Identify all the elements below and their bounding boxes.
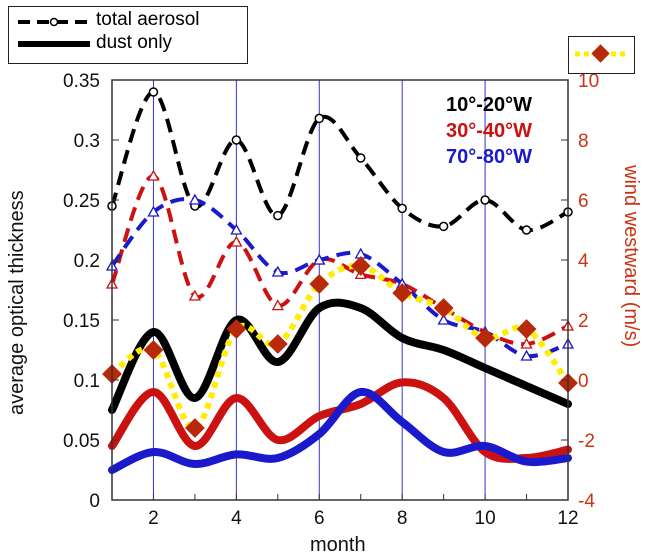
point-marker xyxy=(433,298,454,318)
y2-tick-label: 0 xyxy=(578,371,589,392)
tick-labels: 2 4 6 8 10 12 0 0.05 0.1 0.15 0.2 0.25 0.3 0.35 -4 -2 0 2… xyxy=(63,71,599,529)
series-line-70-80-w-dust-only xyxy=(108,388,572,474)
point-marker xyxy=(273,210,283,221)
y-tick-label: 0.35 xyxy=(63,71,100,92)
legend xyxy=(8,6,248,64)
series-line-30-40-w-dust-only xyxy=(108,378,572,463)
y2-axis-label: wind westward (m/s) xyxy=(620,165,642,348)
point-marker xyxy=(147,205,160,217)
tick-marks xyxy=(111,79,569,501)
point-marker xyxy=(226,319,247,339)
point-marker xyxy=(267,334,288,354)
point-marker xyxy=(309,274,330,294)
y-tick-label: 0 xyxy=(89,491,100,512)
point-marker xyxy=(480,195,490,205)
point-marker xyxy=(231,135,242,145)
x-tick-label: 4 xyxy=(231,508,242,529)
point-marker xyxy=(355,153,366,163)
legend-swatches xyxy=(18,17,90,47)
y-tick-label: 0.3 xyxy=(74,131,100,152)
point-marker xyxy=(271,265,284,277)
point-marker xyxy=(437,313,450,325)
point-marker xyxy=(188,289,202,301)
region-label-30-40w: 30°-40°W xyxy=(446,120,533,142)
point-marker xyxy=(350,256,371,276)
point-marker xyxy=(185,418,205,438)
point-marker xyxy=(313,253,326,265)
x-tick-label: 12 xyxy=(557,508,578,529)
y-tick-label: 0.1 xyxy=(74,371,100,392)
y2-tick-label: 6 xyxy=(578,191,589,212)
point-marker xyxy=(143,340,164,360)
y2-tick-label: 8 xyxy=(578,131,589,152)
point-marker xyxy=(148,87,159,97)
series-line-70-80-w-total-aerosol xyxy=(110,197,569,359)
series-line-10-20-w-dust-only xyxy=(108,298,572,414)
y2-tick-label: 4 xyxy=(578,251,589,272)
point-marker xyxy=(438,221,449,232)
y-tick-label: 0.25 xyxy=(63,191,100,212)
region-label-10-20w: 10°-20°W xyxy=(446,94,533,116)
point-marker xyxy=(230,235,243,247)
series-line-10-20-w-total-aerosol xyxy=(110,89,569,233)
y2-tick-label: -4 xyxy=(578,491,595,512)
x-tick-label: 10 xyxy=(475,508,496,529)
point-marker xyxy=(520,337,533,349)
point-marker xyxy=(392,283,413,303)
x-axis-label: month xyxy=(310,534,366,556)
x-tick-label: 2 xyxy=(148,508,159,529)
y2-tick-label: 2 xyxy=(578,311,589,332)
point-marker xyxy=(475,328,495,348)
wind-legend-swatch xyxy=(575,44,627,63)
point-marker xyxy=(147,169,160,181)
y2-tick-label: 10 xyxy=(578,71,599,92)
series-markers xyxy=(102,87,578,438)
point-marker xyxy=(188,193,202,205)
legend-label-total-aerosol: total aerosol xyxy=(96,9,200,30)
point-marker xyxy=(516,319,537,339)
point-marker xyxy=(397,203,407,214)
y-tick-label: 0.2 xyxy=(74,251,100,272)
y2-tick-label: -2 xyxy=(578,431,595,452)
point-marker xyxy=(521,225,532,235)
point-marker xyxy=(314,113,325,124)
y-axis-label: average optical thickness xyxy=(6,190,28,415)
y-tick-label: 0.05 xyxy=(63,431,100,452)
legend-label-dust-only: dust only xyxy=(96,32,173,53)
point-marker xyxy=(271,299,284,311)
region-label-70-80w: 70°-80°W xyxy=(446,146,533,168)
wind-legend-marker xyxy=(591,44,610,63)
legend-marker-total-aerosol xyxy=(49,17,59,27)
point-marker xyxy=(230,223,243,235)
x-tick-label: 6 xyxy=(314,508,325,529)
plot-frame xyxy=(111,79,569,501)
x-tick-label: 8 xyxy=(397,508,408,529)
point-marker xyxy=(520,349,533,361)
y-tick-label: 0.15 xyxy=(63,311,100,332)
